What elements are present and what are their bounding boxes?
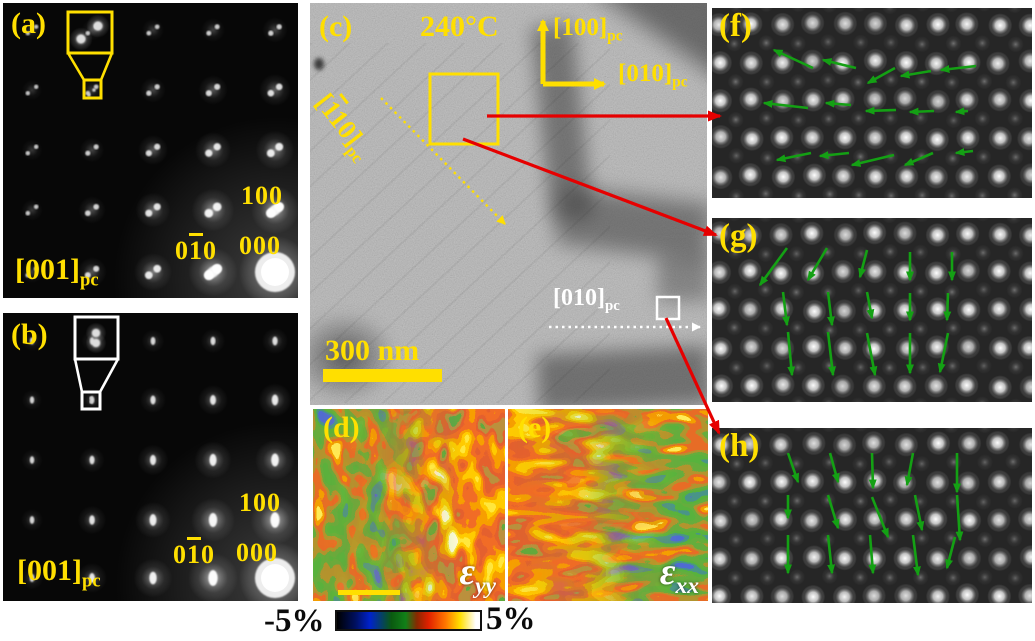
panel-a-label: (a) <box>11 7 46 40</box>
panel-e-label: (e) <box>518 411 552 444</box>
reflection-000-label: 000 <box>239 231 281 260</box>
panel-f-atomic-map: (f) <box>712 8 1032 198</box>
strain-map-exx <box>508 409 708 601</box>
panel-d-label: (d) <box>323 411 360 444</box>
panel-b-diffraction: (b) 100 000 010 [001]pc <box>3 313 298 601</box>
reflection-010-label: 010 <box>175 236 217 265</box>
reflection-000-label: 000 <box>236 538 278 567</box>
scale-bar <box>338 590 400 595</box>
white-roi-box <box>655 295 681 321</box>
panel-d-strain-map: (d) εyy <box>313 409 505 601</box>
diffraction-pattern-a <box>21 10 298 298</box>
axis-010-label: [010]pc <box>618 60 688 91</box>
beam-glow <box>3 313 298 601</box>
reflection-100-label: 100 <box>239 488 281 517</box>
panel-h-atomic-map: (h) <box>712 428 1032 603</box>
panel-c-tem-image: (c) 240°C [100]pc [010]pc [110]pc [010]p… <box>310 3 707 405</box>
atomic-lattice-h <box>712 428 1032 603</box>
panel-g-label: (g) <box>719 218 758 254</box>
panel-e-strain-map: (e) εxx <box>508 409 708 601</box>
reflection-010-label: 010 <box>173 540 215 569</box>
diffraction-pattern-b <box>20 315 298 601</box>
panel-c-label: (c) <box>319 10 353 43</box>
diag-dotted-arrow <box>380 97 506 225</box>
roi-box <box>428 72 500 146</box>
strain-exx-label: εxx <box>659 550 699 599</box>
axis-010-white-label: [010]pc <box>553 285 620 315</box>
panel-a-diffraction: (a) 100 000 010 [001]pc <box>3 3 298 298</box>
colorbar-min-label: -5% <box>264 603 325 639</box>
scale-bar <box>323 369 442 382</box>
zone-axis-label-b: [001]pc <box>17 554 101 592</box>
zone-axis-label-a: [001]pc <box>15 253 99 291</box>
axis-100-label: [100]pc <box>553 14 623 45</box>
strain-map-eyy <box>313 409 505 601</box>
strain-eyy-label: εyy <box>459 550 497 599</box>
temperature-label: 240°C <box>420 10 499 43</box>
beam-glow <box>3 3 298 298</box>
panel-g-atomic-map: (g) <box>712 218 1032 402</box>
panel-b-label: (b) <box>11 318 48 351</box>
colorbar-max-label: 5% <box>486 601 536 637</box>
atomic-lattice-g <box>712 218 1032 402</box>
scale-bar-label: 300 nm <box>325 334 420 367</box>
panel-f-label: (f) <box>719 8 752 44</box>
reflection-100-label: 100 <box>241 181 283 210</box>
strain-colorbar <box>335 610 482 631</box>
atomic-lattice-f <box>712 8 1032 198</box>
panel-h-label: (h) <box>719 428 760 464</box>
